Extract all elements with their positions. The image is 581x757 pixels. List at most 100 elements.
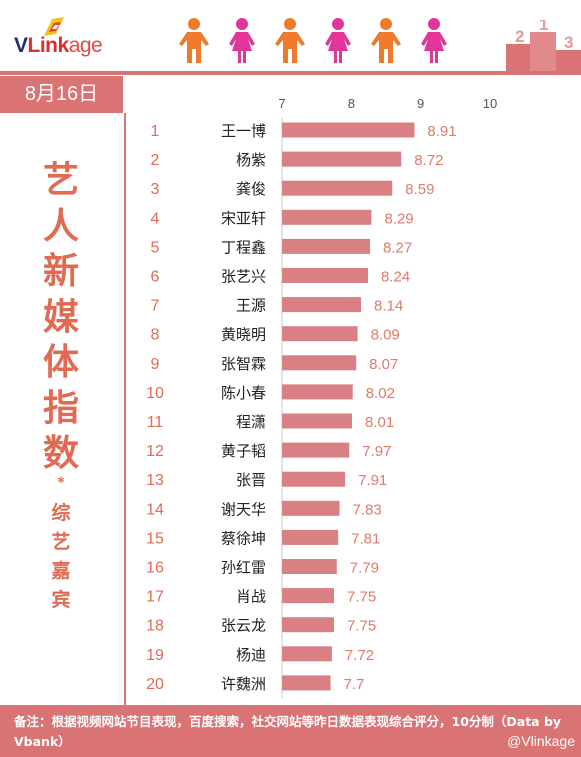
side-subtitle-char: 嘉: [51, 559, 71, 582]
bar: [282, 413, 353, 429]
date-label: 8月16日: [0, 76, 123, 113]
rank-label: 3: [151, 181, 160, 198]
rank-label: 1: [151, 123, 160, 140]
rank-label: 11: [147, 414, 164, 431]
side-title-char: 媒: [42, 296, 79, 338]
category-label: 龚俊: [236, 180, 266, 198]
bar: [282, 151, 402, 167]
podium-label-1: 1: [539, 20, 548, 34]
podium-label-3: 3: [564, 33, 573, 52]
x-tick-label: 8: [348, 96, 355, 111]
rank-label: 7: [151, 298, 160, 315]
bar: [282, 442, 350, 458]
rank-label: 18: [146, 618, 164, 635]
category-label: 黄子韬: [221, 442, 266, 460]
value-label: 8.01: [365, 414, 394, 431]
person-orange-icon: [275, 18, 305, 63]
bar: [282, 529, 339, 545]
rank-label: 5: [151, 239, 160, 256]
footer: 备注：根据视频网站节目表现，百度搜索，社交网站等昨日数据表现综合评分，10分制（…: [0, 705, 581, 757]
side-title-char: 体: [42, 342, 79, 383]
bar: [282, 384, 353, 400]
category-label: 张智霖: [221, 355, 266, 373]
side-title-char: 新: [42, 251, 79, 292]
rank-label: 2: [151, 152, 160, 169]
rank-label: 12: [146, 443, 164, 460]
side-subtitle-char: 宾: [51, 588, 71, 611]
rank-label: 10: [146, 385, 164, 402]
category-label: 谢天华: [221, 500, 266, 518]
bar: [282, 588, 334, 604]
value-label: 8.29: [384, 210, 413, 227]
bar: [282, 559, 337, 574]
header: VLinkage 2 1 3: [0, 0, 581, 72]
rank-label: 6: [151, 269, 160, 286]
category-label: 孙红雷: [221, 559, 266, 577]
left-divider: [124, 113, 126, 705]
value-label: 7.75: [347, 618, 376, 635]
category-label: 许魏洲: [221, 675, 266, 693]
bar: [282, 209, 372, 225]
rank-label: 20: [146, 676, 164, 693]
value-label: 8.72: [414, 152, 443, 169]
category-label: 杨迪: [236, 646, 266, 664]
x-tick-label: 10: [483, 96, 497, 111]
side-title-char: 数: [42, 433, 79, 474]
category-label: 张艺兴: [221, 268, 266, 286]
category-label: 杨紫: [236, 151, 266, 169]
category-label: 黄晓明: [221, 326, 266, 344]
value-label: 7.83: [353, 501, 382, 518]
podium-label-2: 2: [515, 27, 524, 46]
bar: [282, 180, 393, 196]
vertical-title: 艺人新媒体指数 * 综艺嘉宾: [30, 158, 92, 615]
podium-icon: 2 1 3: [506, 20, 581, 72]
value-label: 7.97: [362, 443, 391, 460]
logo-mid: Link: [27, 34, 70, 57]
category-label: 宋亚轩: [221, 209, 266, 227]
value-label: 8.91: [427, 123, 456, 140]
person-pink-icon: [325, 18, 351, 63]
header-divider: [0, 71, 581, 75]
people-icons: [179, 18, 447, 63]
logo-mark-icon: [44, 17, 64, 36]
side-title-star: *: [57, 474, 65, 491]
x-tick-label: 9: [417, 96, 424, 111]
side-title-char: 艺: [42, 160, 79, 201]
vlinkage-logo: VLinkage: [14, 16, 144, 60]
rank-label: 13: [146, 472, 164, 489]
rank-label: 19: [146, 647, 164, 664]
value-label: 7.91: [358, 472, 387, 489]
side-title-char: 指: [42, 387, 79, 429]
x-tick-label: 7: [278, 96, 285, 111]
rank-label: 17: [146, 589, 164, 606]
value-label: 7.72: [345, 647, 374, 664]
bar: [282, 675, 331, 691]
value-label: 7.7: [344, 676, 365, 693]
bar: [282, 617, 334, 633]
bar: [282, 122, 415, 138]
footnote: 备注：根据视频网站节目表现，百度搜索，社交网站等昨日数据表现综合评分，10分制（…: [14, 714, 562, 749]
rank-label: 8: [151, 327, 160, 344]
value-label: 7.79: [350, 560, 379, 577]
value-label: 8.02: [366, 385, 395, 402]
value-label: 8.07: [369, 356, 398, 373]
logo-suffix: age: [68, 34, 103, 57]
side-subtitle-char: 综: [51, 501, 71, 524]
category-label: 陈小春: [221, 384, 266, 402]
person-pink-icon: [421, 18, 447, 63]
value-label: 8.14: [374, 298, 403, 315]
weibo-watermark: @Vlinkage: [507, 733, 575, 749]
category-label: 王一博: [221, 122, 266, 140]
side-subtitle-char: 艺: [51, 530, 71, 553]
bar: [282, 355, 357, 371]
category-label: 张云龙: [221, 617, 266, 635]
value-label: 8.59: [405, 181, 434, 198]
category-label: 蔡徐坤: [221, 529, 266, 547]
bar: [282, 646, 332, 662]
logo-text: VLinkage: [14, 34, 103, 58]
rank-label: 9: [151, 356, 160, 373]
value-label: 7.81: [351, 530, 380, 547]
value-label: 8.24: [381, 269, 410, 286]
rank-label: 16: [146, 560, 164, 577]
person-orange-icon: [179, 18, 209, 63]
